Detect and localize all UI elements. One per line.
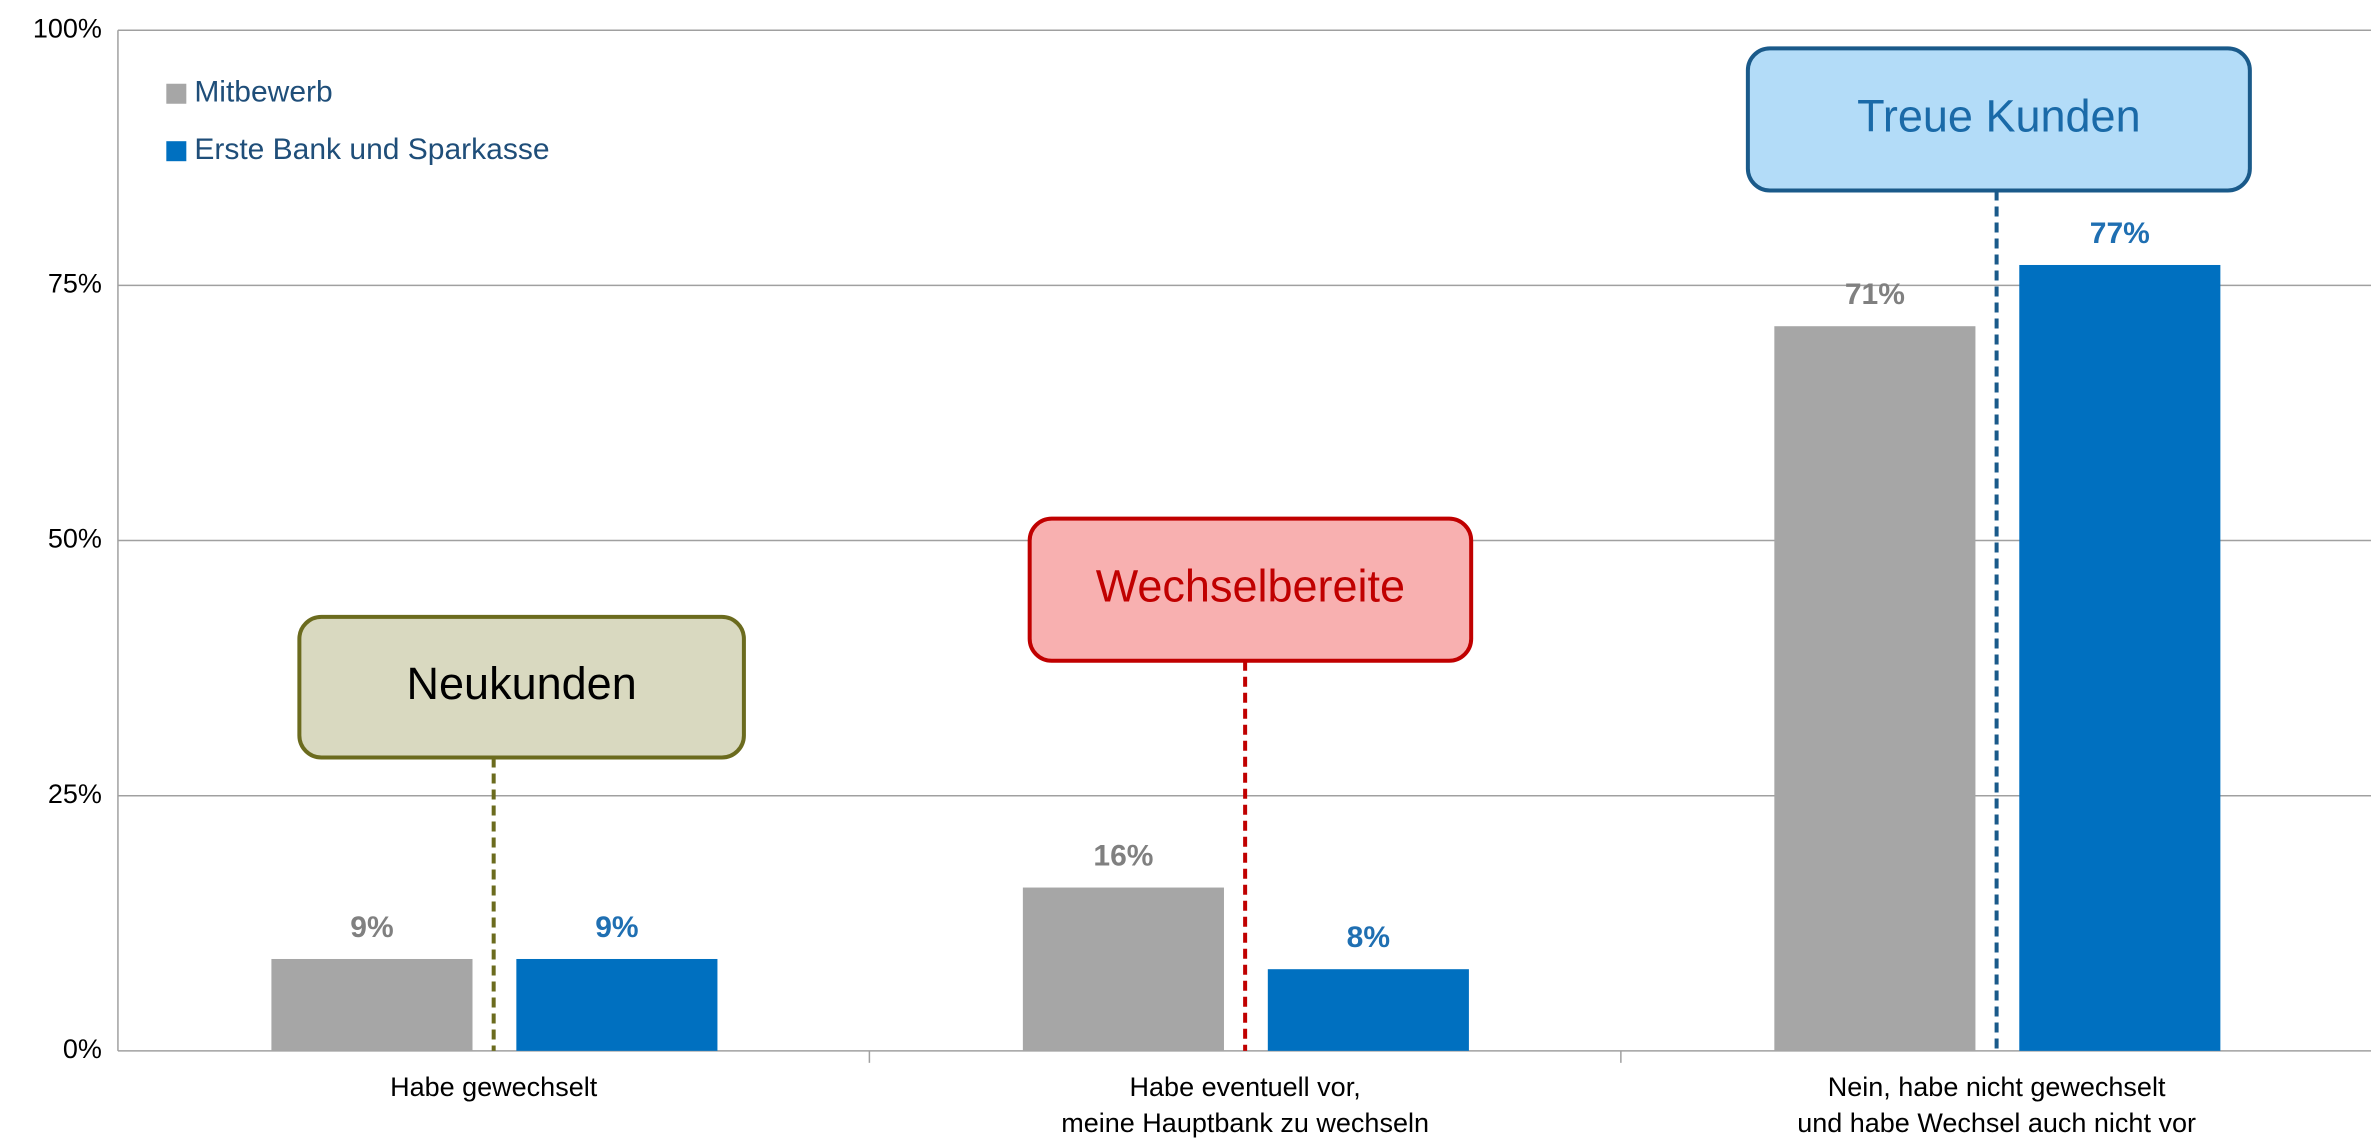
value-label: 16% [1093,839,1153,872]
legend-swatch [166,141,187,162]
value-label: 9% [350,911,393,944]
x-tick-label: Nein, habe nicht gewechselt und habe Wec… [1797,1071,2196,1138]
value-label: 71% [1845,278,1905,311]
legend-label: Erste Bank und Sparkasse [194,133,549,166]
annotation-box [1745,46,2252,193]
bar [2019,264,2221,1051]
y-tick-label: 0% [63,1034,102,1064]
legend-swatch [166,83,187,104]
bar [516,958,718,1051]
y-tick-label: 25% [48,779,102,809]
annotation-box [297,614,746,760]
legend-label: Mitbewerb [194,76,332,109]
y-tick-label: 50% [48,524,102,554]
value-label: 9% [595,911,638,944]
annotation-text: Treue Kunden [1857,90,2141,141]
y-tick-label: 75% [48,269,102,299]
x-tick-label: Habe gewechselt [390,1071,598,1102]
annotation-text: Wechselbereite [1096,561,1405,612]
y-tick-label: 100% [33,13,102,43]
value-label: 8% [1347,921,1390,954]
annotation-box [1027,516,1474,663]
annotation-text: Neukunden [407,658,637,709]
bar [1774,326,1976,1051]
x-tick-label: Habe eventuell vor, meine Hauptbank zu w… [1061,1071,1429,1138]
value-label: 77% [2090,217,2150,250]
bar [271,958,473,1051]
bar [1267,969,1469,1051]
bar [1022,887,1224,1051]
